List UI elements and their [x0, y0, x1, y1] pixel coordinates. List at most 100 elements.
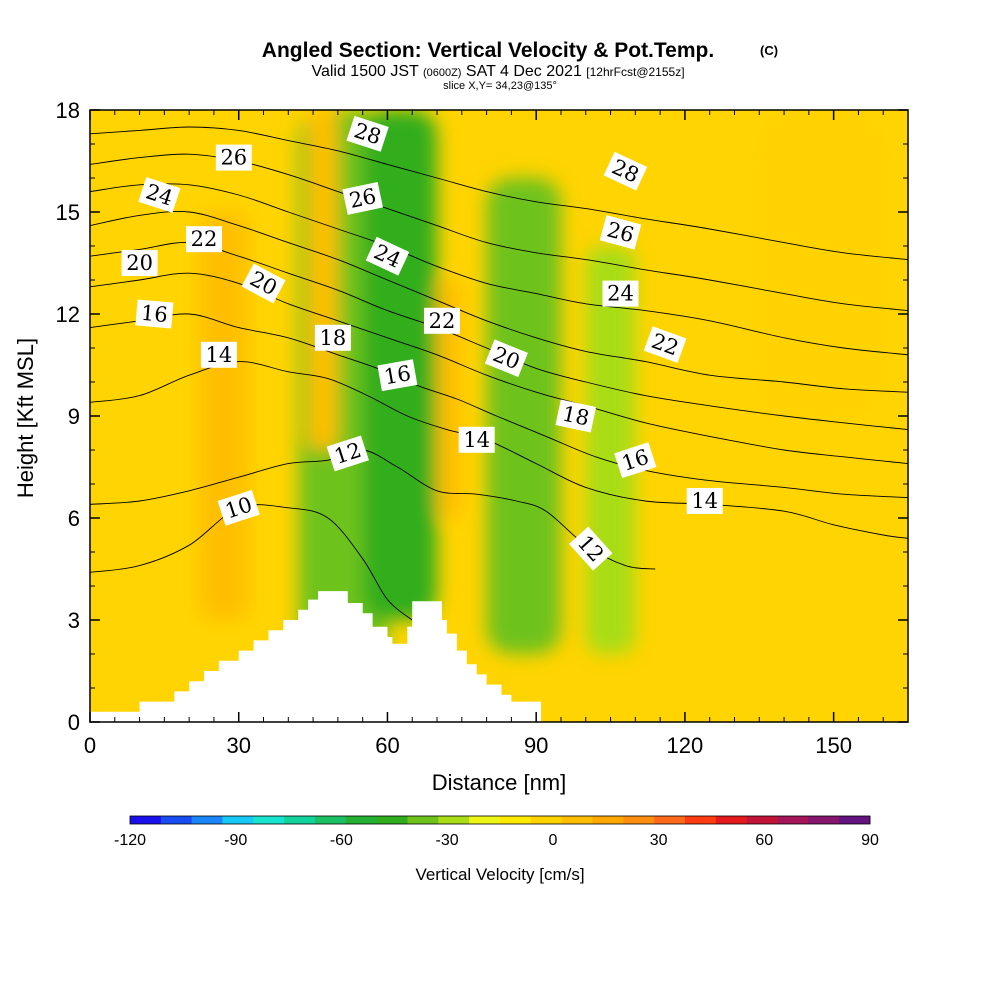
colorbar-swatch — [407, 816, 439, 824]
contour-label-16: 16 — [135, 299, 174, 329]
slice-info: slice X,Y= 34,23@135° — [443, 80, 557, 92]
colorbar-tick-label: 60 — [755, 832, 773, 849]
y-tick-label: 0 — [68, 710, 80, 735]
x-tick-label: 150 — [815, 733, 852, 758]
velocity-band-5 — [308, 110, 338, 450]
contour-label-box — [377, 359, 418, 392]
contour-label-box — [314, 324, 351, 351]
colorbar-tick-label: -60 — [330, 832, 353, 849]
contour-label-box — [342, 181, 384, 215]
contour-label-26: 26 — [215, 144, 252, 171]
colorbar-swatch — [253, 816, 285, 824]
x-tick-label: 60 — [375, 733, 399, 758]
chart-title-unit: (C) — [760, 43, 778, 58]
contour-label-box — [135, 299, 174, 329]
theta-contour-16 — [90, 313, 908, 499]
terrain-mask — [90, 591, 542, 722]
velocity-band-7 — [759, 110, 884, 416]
colorbar-tick-label: -90 — [224, 832, 247, 849]
colorbar-swatch — [438, 816, 470, 824]
contour-label-box — [614, 442, 657, 479]
colorbar-swatch — [160, 816, 193, 824]
contour-label-24: 24 — [602, 280, 639, 307]
colorbar-swatch — [284, 816, 316, 824]
colorbar-tick-label: 30 — [650, 832, 668, 849]
colorbar-swatch — [376, 816, 408, 824]
y-tick-label: 9 — [68, 404, 80, 429]
contour-label-text: 16 — [140, 301, 169, 327]
contour-label-box — [458, 426, 495, 453]
contour-label-box — [326, 435, 369, 472]
colorbar-swatch — [561, 816, 593, 824]
contour-label-text: 26 — [220, 146, 247, 170]
subtitle-z: (0600Z) — [423, 67, 462, 79]
contour-label-26: 26 — [342, 181, 384, 215]
contour-label-18: 18 — [314, 324, 351, 351]
contour-label-20: 20 — [121, 250, 158, 276]
contour-label-22: 22 — [186, 226, 222, 253]
colorbar-tick-label: -30 — [436, 832, 459, 849]
contour-label-box — [424, 307, 460, 334]
colorbar-swatch — [191, 816, 223, 824]
y-tick-label: 12 — [56, 302, 80, 327]
x-tick-label: 30 — [226, 733, 250, 758]
contour-label-box — [241, 263, 286, 304]
y-axis-label: Height [Kft MSL] — [13, 338, 38, 498]
colorbar-swatch — [654, 816, 686, 824]
contour-label-box — [568, 526, 613, 571]
contour-label-box — [599, 215, 642, 250]
plot-area: 1012121414141616161818202020222222242424… — [90, 110, 908, 722]
contour-label-box — [602, 280, 639, 307]
theta-contour-12 — [90, 449, 656, 570]
contour-label-box — [643, 326, 687, 363]
colorbar-swatch — [222, 816, 254, 824]
subtitle-date: SAT 4 Dec 2021 — [466, 63, 582, 80]
contour-label-box — [686, 488, 723, 514]
colorbar-swatch — [777, 816, 809, 824]
colorbar-tick-label: 90 — [861, 832, 879, 849]
theta-contour-28 — [90, 126, 908, 261]
y-axis: 0 3 6 9 12 15 18 — [56, 98, 908, 735]
y-tick-label: 3 — [68, 608, 80, 633]
contour-label-box — [346, 115, 389, 152]
colorbar-swatch — [130, 816, 162, 824]
x-axis: 0 30 60 90 120 150 — [84, 110, 884, 758]
colorbar-swatch — [315, 816, 347, 824]
colorbar-swatch — [623, 816, 655, 824]
contour-label-box — [484, 339, 528, 377]
colorbar-swatch — [808, 816, 840, 824]
x-axis-label: Distance [nm] — [432, 770, 567, 795]
colorbar-swatch — [500, 816, 532, 824]
contour-label-text: 20 — [126, 251, 153, 275]
x-tick-label: 0 — [84, 733, 96, 758]
contour-label-box — [365, 236, 410, 276]
contour-label-14: 14 — [458, 426, 495, 453]
contour-label-14: 14 — [200, 341, 237, 368]
y-tick-label: 15 — [56, 200, 80, 225]
contour-label-text: 18 — [320, 326, 347, 350]
contour-label-text: 22 — [191, 227, 218, 251]
contour-label-box — [200, 341, 237, 368]
chart-title: Angled Section: Vertical Velocity & Pot.… — [262, 39, 714, 62]
colorbar-swatch — [469, 816, 501, 824]
colorbar-swatch — [839, 816, 871, 824]
colorbar-ticks: -120 -90 -60 -30 0 30 60 90 — [114, 832, 879, 849]
x-tick-label: 90 — [524, 733, 548, 758]
y-tick-label: 6 — [68, 506, 80, 531]
theta-contour-22 — [90, 211, 908, 393]
theta-contour-10 — [90, 504, 413, 621]
subtitle-fcst: [12hrFcst@2155z] — [586, 65, 684, 79]
contour-label-box — [121, 250, 158, 276]
contour-label-18: 18 — [555, 399, 597, 433]
contour-label-text: 18 — [560, 401, 591, 430]
colorbar-swatch — [746, 816, 778, 824]
contour-label-box — [217, 489, 260, 526]
contour-label-26: 26 — [599, 215, 642, 250]
contour-label-14: 14 — [686, 488, 723, 514]
colorbar-tick-label: -120 — [114, 832, 146, 849]
colorbar-swatch — [715, 816, 748, 824]
subtitle-main: Valid 1500 JST — [311, 63, 419, 80]
contour-label-text: 14 — [463, 428, 490, 452]
x-tick-label: 120 — [667, 733, 704, 758]
